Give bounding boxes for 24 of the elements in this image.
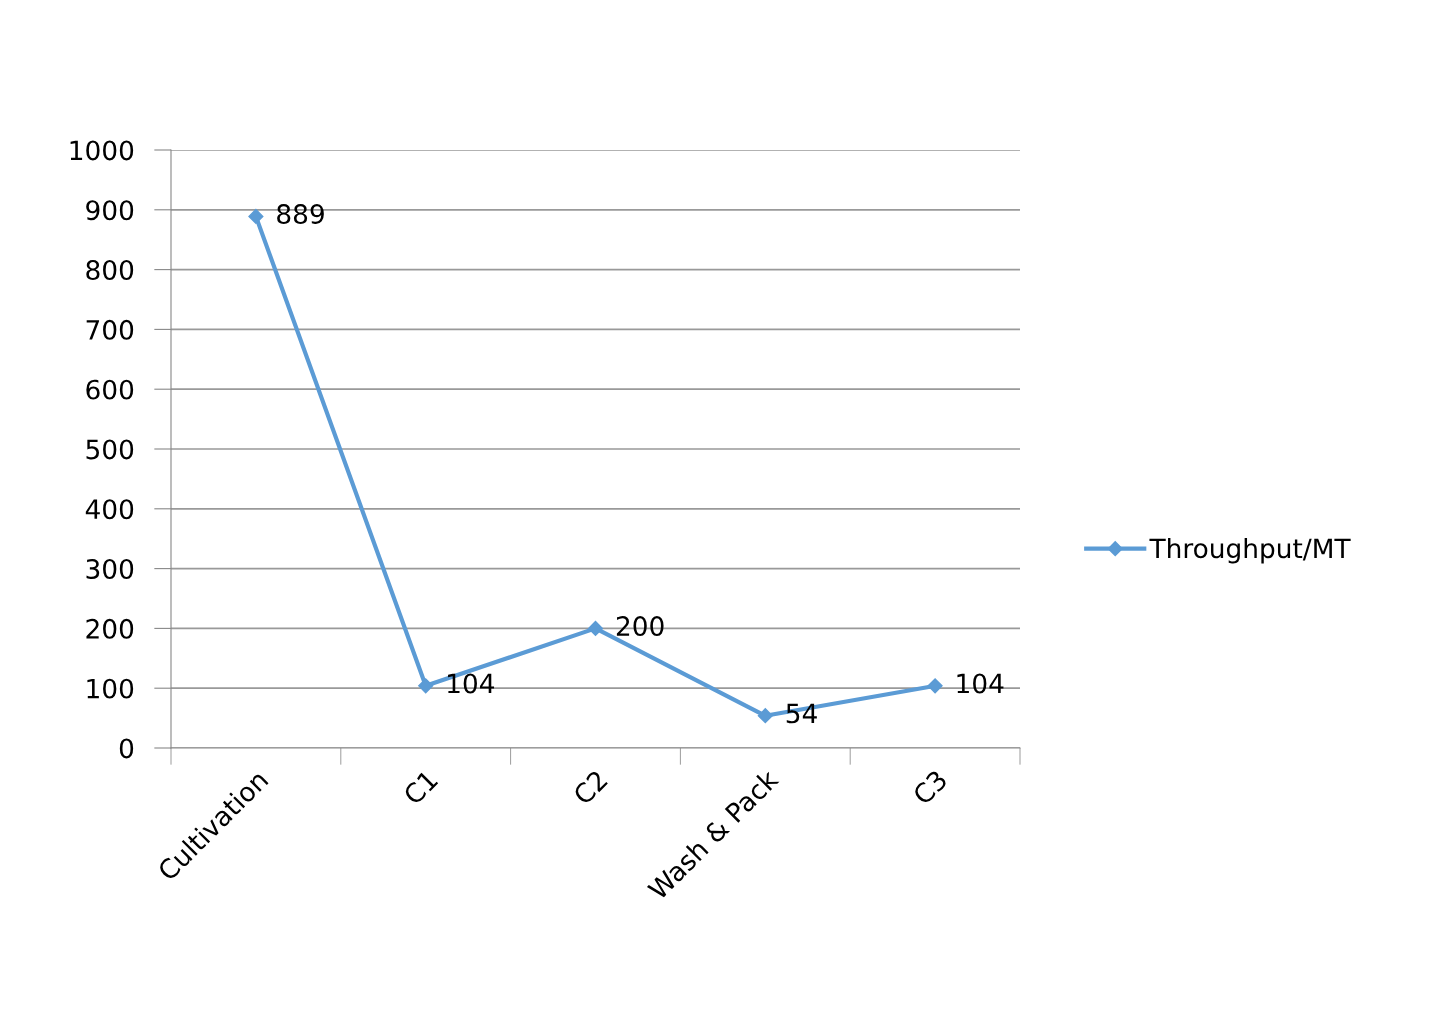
y-tick-label: 100 [87, 678, 134, 699]
y-tick-label: 200 [86, 618, 134, 639]
y-tick-label: 400 [85, 499, 134, 520]
x-tick-label: C1 [402, 769, 439, 806]
y-tick-label: 600 [86, 379, 134, 400]
data-label: 889 [277, 204, 324, 225]
data-label: 200 [616, 616, 664, 637]
data-label: 104 [957, 673, 1004, 694]
point [587, 620, 604, 636]
y-tick-label: 1000 [70, 140, 134, 161]
legend-label: Throughput/MT [1149, 537, 1351, 564]
y-tick-label: 900 [86, 200, 134, 221]
point [927, 678, 943, 694]
y-tick-label: 0 [119, 738, 134, 759]
x-tick-label: C2 [571, 769, 609, 806]
y-tick-label: 300 [86, 559, 134, 579]
point [757, 708, 773, 724]
point [248, 208, 264, 224]
data-label: 104 [448, 673, 495, 694]
x-tick-label: C3 [911, 769, 949, 806]
y-tick-label: 500 [86, 439, 134, 460]
y-tick-label: 700 [86, 319, 134, 340]
y-tick-label: 800 [86, 260, 134, 280]
point [418, 678, 434, 694]
